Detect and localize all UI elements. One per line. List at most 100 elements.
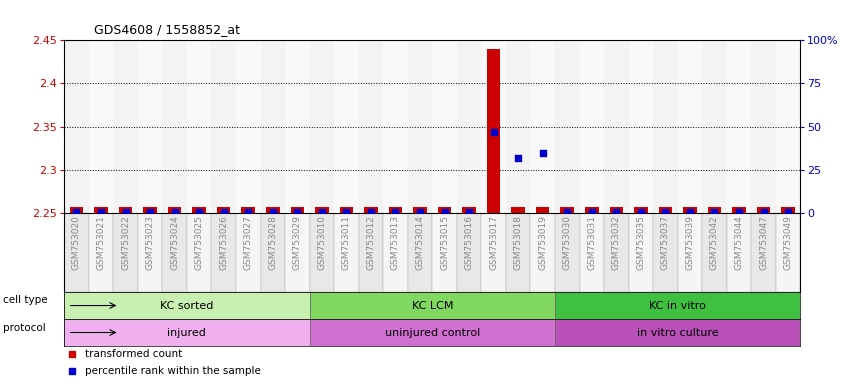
Point	[658, 209, 672, 215]
Text: GSM753049: GSM753049	[783, 215, 793, 270]
Text: GSM753016: GSM753016	[465, 215, 473, 270]
Bar	[634, 207, 648, 213]
Point	[708, 209, 722, 215]
Bar	[580, 213, 604, 292]
Text: GSM753026: GSM753026	[219, 215, 229, 270]
Bar	[285, 213, 310, 292]
Text: GSM753018: GSM753018	[514, 215, 523, 270]
Bar	[260, 213, 285, 292]
Bar	[340, 207, 354, 213]
Point	[413, 209, 427, 215]
Bar	[702, 40, 727, 213]
Bar	[236, 213, 260, 292]
Point	[536, 149, 550, 156]
Bar	[628, 213, 653, 292]
Bar	[334, 213, 359, 292]
Bar	[310, 292, 555, 319]
Text: cell type: cell type	[3, 295, 47, 305]
Bar	[481, 213, 506, 292]
Text: GSM753025: GSM753025	[194, 215, 204, 270]
Text: GSM753021: GSM753021	[97, 215, 105, 270]
Bar	[89, 40, 113, 213]
Bar	[506, 213, 531, 292]
Bar	[119, 207, 133, 213]
Bar	[678, 40, 702, 213]
Bar	[364, 207, 377, 213]
Point	[143, 209, 157, 215]
Text: GSM753047: GSM753047	[759, 215, 768, 270]
Text: protocol: protocol	[3, 323, 45, 333]
Bar	[757, 207, 770, 213]
Text: GSM753017: GSM753017	[489, 215, 498, 270]
Point	[389, 209, 402, 215]
Bar	[732, 207, 746, 213]
Text: GDS4608 / 1558852_at: GDS4608 / 1558852_at	[94, 23, 241, 36]
Point	[609, 209, 623, 215]
Bar	[383, 213, 407, 292]
Bar	[555, 319, 800, 346]
Bar	[580, 40, 604, 213]
Bar	[113, 40, 138, 213]
Bar	[727, 40, 752, 213]
Bar	[407, 213, 432, 292]
Bar	[113, 213, 138, 292]
Bar	[163, 40, 187, 213]
Bar	[315, 207, 329, 213]
Bar	[708, 207, 722, 213]
Text: GSM753035: GSM753035	[636, 215, 645, 270]
Bar	[782, 207, 795, 213]
Bar	[407, 40, 432, 213]
Bar	[653, 213, 678, 292]
Point	[69, 209, 83, 215]
Text: GSM753019: GSM753019	[538, 215, 547, 270]
Text: GSM753029: GSM753029	[293, 215, 302, 270]
Bar	[64, 213, 89, 292]
Point	[561, 209, 574, 215]
Bar	[628, 40, 653, 213]
Bar	[310, 319, 555, 346]
Bar	[383, 40, 407, 213]
Point	[168, 209, 181, 215]
Point	[757, 209, 770, 215]
Point	[462, 209, 476, 215]
Bar	[413, 207, 427, 213]
Bar	[359, 213, 383, 292]
Bar	[727, 213, 752, 292]
Bar	[531, 213, 555, 292]
Text: GSM753011: GSM753011	[342, 215, 351, 270]
Bar	[285, 40, 310, 213]
Bar	[211, 40, 236, 213]
Point	[290, 209, 304, 215]
Text: GSM753022: GSM753022	[121, 215, 130, 270]
Bar	[511, 207, 525, 213]
Bar	[94, 207, 108, 213]
Bar	[334, 40, 359, 213]
Text: GSM753014: GSM753014	[415, 215, 425, 270]
Point	[782, 209, 795, 215]
Point	[487, 129, 501, 135]
Bar	[457, 213, 481, 292]
Point	[315, 209, 329, 215]
Bar	[260, 40, 285, 213]
Point	[119, 209, 133, 215]
Bar	[609, 207, 623, 213]
Text: GSM753024: GSM753024	[170, 215, 179, 270]
Point	[340, 209, 354, 215]
Bar	[437, 207, 451, 213]
Text: percentile rank within the sample: percentile rank within the sample	[85, 366, 261, 376]
Bar	[506, 40, 531, 213]
Point	[437, 209, 451, 215]
Text: GSM753032: GSM753032	[612, 215, 621, 270]
Bar	[89, 213, 113, 292]
Text: GSM753010: GSM753010	[318, 215, 326, 270]
Bar	[389, 207, 402, 213]
Bar	[585, 207, 598, 213]
Text: GSM753027: GSM753027	[244, 215, 253, 270]
Text: GSM753039: GSM753039	[686, 215, 694, 270]
Text: injured: injured	[168, 328, 206, 338]
Point	[364, 209, 377, 215]
Point	[683, 209, 697, 215]
Bar	[187, 40, 211, 213]
Bar	[561, 207, 574, 213]
Point	[241, 209, 255, 215]
